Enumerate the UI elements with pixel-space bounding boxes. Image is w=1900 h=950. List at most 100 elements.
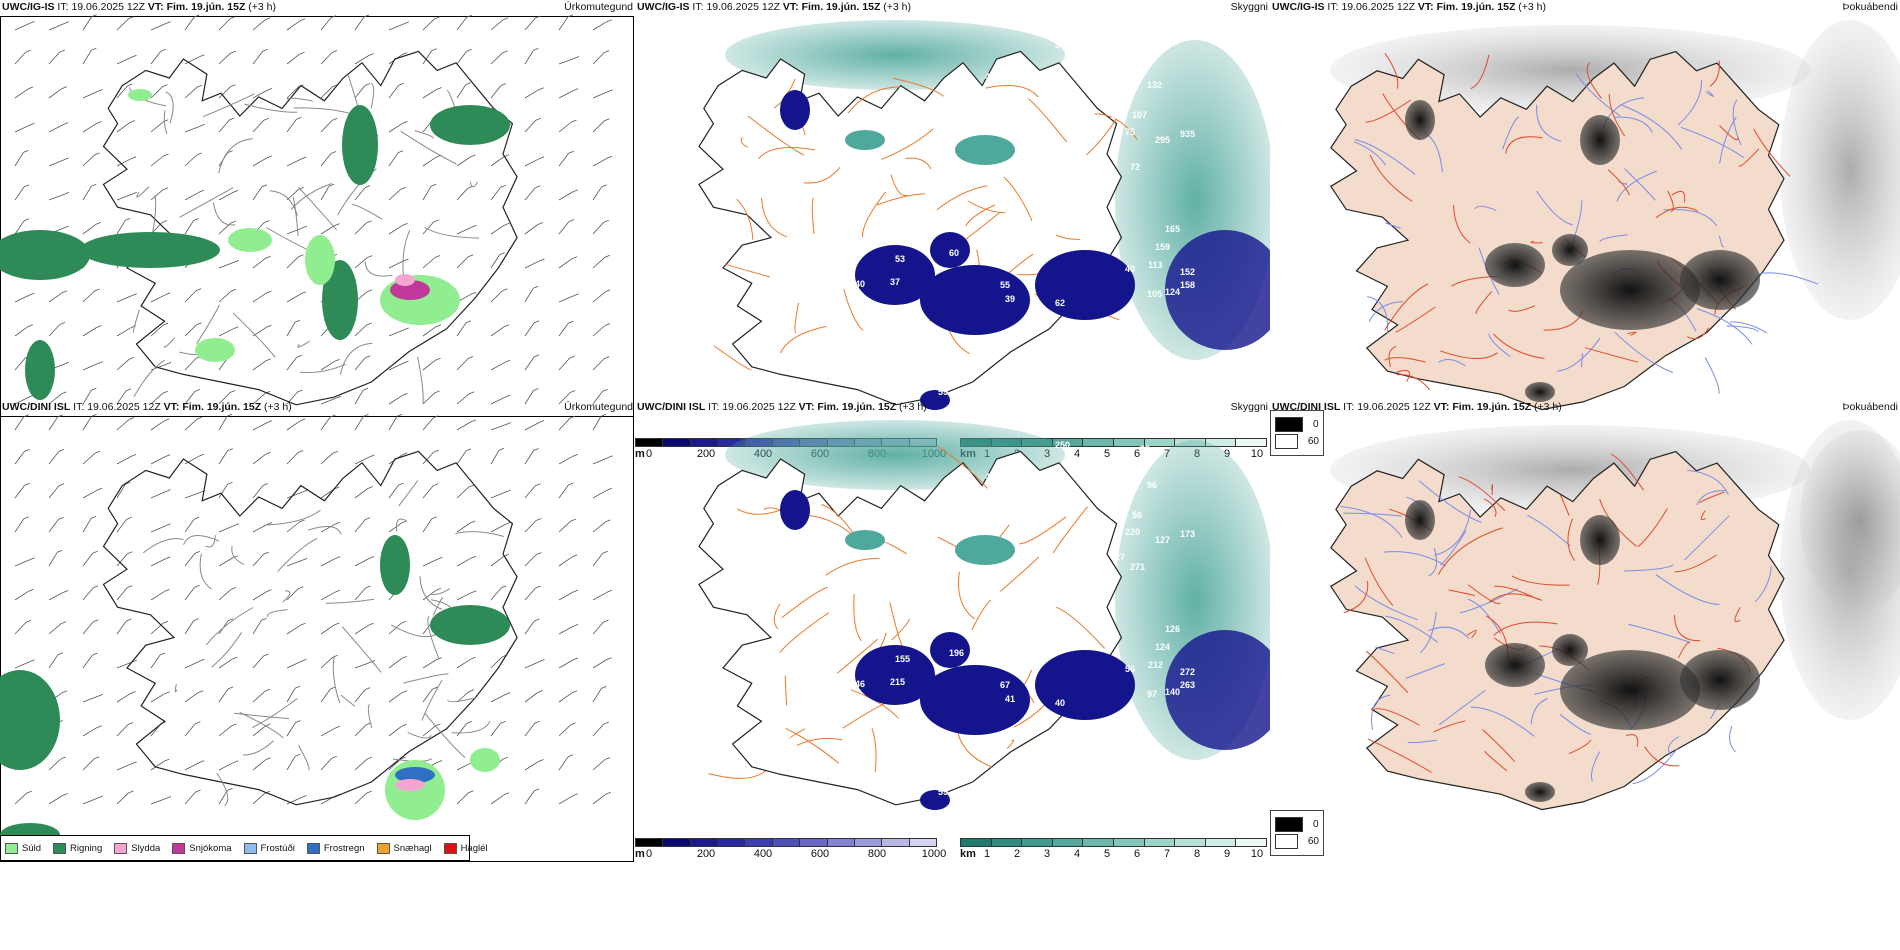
lead-time: (+3 h) bbox=[899, 401, 927, 413]
height-tick: 400 bbox=[753, 848, 773, 860]
visibility-colorbar bbox=[960, 838, 1267, 847]
fog-swatch bbox=[1275, 817, 1303, 832]
visibility-value-label: 75 bbox=[1125, 127, 1135, 137]
visibility-value-label: 91 bbox=[735, 492, 745, 502]
legend-swatch bbox=[443, 842, 457, 854]
visibility-value-label: 124 bbox=[1165, 287, 1180, 297]
legend-label: Frostúði bbox=[260, 842, 295, 854]
vt-label: VT: bbox=[798, 401, 815, 413]
precip-map bbox=[0, 14, 634, 462]
vt-label: VT: bbox=[1433, 401, 1450, 413]
visibility-value-label: 155 bbox=[895, 654, 910, 664]
visibility-value-label: 75 bbox=[1105, 93, 1115, 103]
legend-item-frostregn: Frostregn bbox=[306, 842, 365, 854]
legend-label: Súld bbox=[22, 842, 42, 854]
legend-swatch bbox=[53, 842, 67, 854]
fog-panel: UWC/DINI ISL IT: 19.06.2025 12Z VT: Fim.… bbox=[1270, 400, 1900, 865]
fog-legend-row: 0 bbox=[1275, 417, 1319, 432]
fog-swatch bbox=[1275, 417, 1303, 432]
lead-time: (+3 h) bbox=[1518, 1, 1547, 13]
precip-legend: Súld Rigning Slydda Snjókoma Frostúði Fr… bbox=[0, 835, 488, 861]
legend-item-frostúði: Frostúði bbox=[243, 842, 295, 854]
visibility-value-label: 140 bbox=[1165, 687, 1180, 697]
visibility-value-label: 46 bbox=[915, 382, 925, 392]
visibility-value-label: 346 bbox=[1055, 40, 1070, 50]
it-label: IT: bbox=[708, 401, 720, 413]
visibility-value-label: 41 bbox=[1005, 694, 1015, 704]
fog-legend-row: 60 bbox=[1275, 434, 1319, 449]
vt-value: Fim. 19.jún. 15Z bbox=[1436, 1, 1516, 13]
visibility-value-label: 124 bbox=[1155, 642, 1170, 652]
panel-variable-name: Þokuábendi bbox=[1842, 401, 1898, 413]
visibility-tick: 6 bbox=[1133, 448, 1141, 460]
vt-value: Fim. 19.jún. 15Z bbox=[801, 1, 881, 13]
visibility-value-label: 56 bbox=[1132, 510, 1142, 520]
model-name: UWC/IG-IS bbox=[637, 1, 690, 13]
visibility-value-label: 40 bbox=[1055, 698, 1065, 708]
height-tick: 600 bbox=[810, 848, 830, 860]
legend-swatch bbox=[306, 842, 320, 854]
height-tick: 0 bbox=[645, 848, 653, 860]
visibility-value-label: 173 bbox=[1180, 529, 1195, 539]
fog-swatch bbox=[1275, 834, 1298, 849]
visibility-tick: 4 bbox=[1073, 848, 1081, 860]
visibility-value-label: 158 bbox=[1180, 280, 1195, 290]
vt-label: VT: bbox=[147, 1, 164, 13]
visibility-value-label: 271 bbox=[1130, 562, 1145, 572]
fog-panel: UWC/IG-IS IT: 19.06.2025 12Z VT: Fim. 19… bbox=[1270, 0, 1900, 465]
visibility-map: 346 413 93 132 75 107 10 75 295 935 72 165 159 113 152… bbox=[698, 20, 1270, 410]
visibility-value-label: 96 bbox=[1147, 480, 1157, 490]
visibility-value-label: 250 bbox=[1055, 440, 1070, 450]
it-label: IT: bbox=[1343, 401, 1355, 413]
panel-variable-name: Úrkomutegund bbox=[564, 401, 633, 413]
visibility-tick: 6 bbox=[1133, 848, 1141, 860]
visibility-value-label: 40 bbox=[1125, 264, 1135, 274]
panel-header: UWC/IG-IS IT: 19.06.2025 12Z VT: Fim. 19… bbox=[2, 0, 276, 14]
visibility-tick: 9 bbox=[1223, 848, 1231, 860]
fog-legend-row: 60 bbox=[1275, 834, 1319, 849]
visibility-value-label: 46 bbox=[855, 679, 865, 689]
fog-legend: 0 60 bbox=[1270, 810, 1324, 856]
it-label: IT: bbox=[692, 1, 704, 13]
visibility-value-label: 30 bbox=[855, 242, 865, 252]
legend-swatch bbox=[172, 842, 186, 854]
visibility-value-label: 196 bbox=[949, 648, 964, 658]
visibility-value-label: 413 bbox=[985, 72, 1000, 82]
it-value: 19.06.2025 12Z bbox=[1357, 401, 1431, 413]
panel-header: UWC/IG-IS IT: 19.06.2025 12Z VT: Fim. 19… bbox=[637, 0, 911, 14]
visibility-value-label: 62 bbox=[1055, 298, 1065, 308]
panel-variable-name: Skyggni bbox=[1230, 401, 1268, 413]
visibility-value-label: 295 bbox=[1155, 135, 1170, 145]
visibility-value-label: 59 bbox=[938, 787, 948, 797]
height-tick: 0 bbox=[645, 448, 653, 460]
visibility-tick: 3 bbox=[1043, 848, 1051, 860]
height-unit: m bbox=[635, 448, 645, 460]
visibility-value-label: 97 bbox=[1147, 689, 1157, 699]
height-unit: m bbox=[635, 848, 645, 860]
visibility-value-label: 40 bbox=[855, 279, 865, 289]
visibility-value-label: 66 bbox=[915, 782, 925, 792]
visibility-value-label: 39 bbox=[1005, 294, 1015, 304]
visibility-value-label: 93 bbox=[1140, 44, 1150, 54]
it-label: IT: bbox=[1327, 1, 1339, 13]
visibility-value-label: 27 bbox=[1115, 552, 1125, 562]
visibility-value-label: 113 bbox=[1148, 260, 1163, 270]
visibility-value-label: 272 bbox=[1180, 667, 1195, 677]
lead-time: (+3 h) bbox=[883, 1, 912, 13]
fog-swatch bbox=[1275, 434, 1298, 449]
legend-swatch bbox=[114, 842, 128, 854]
visibility-tick: 1 bbox=[983, 848, 991, 860]
visibility-panel: 250 442 90 96 96 56 559 220 127 173 271 126 124 212 27… bbox=[635, 400, 1270, 865]
visibility-value-label: 152 bbox=[1180, 267, 1195, 277]
height-colorbar bbox=[635, 838, 937, 847]
visibility-value-label: 935 bbox=[1180, 129, 1195, 139]
it-value: 19.06.2025 12Z bbox=[87, 401, 161, 413]
visibility-value-label: 32 bbox=[895, 742, 905, 752]
visibility-value-label: 60 bbox=[949, 248, 959, 258]
fog-legend-label: 60 bbox=[1307, 836, 1319, 847]
visibility-value-label: 59 bbox=[938, 387, 948, 397]
fog-legend-label: 0 bbox=[1313, 419, 1319, 430]
fog-legend-label: 0 bbox=[1313, 819, 1319, 830]
model-name: UWC/IG-IS bbox=[1272, 1, 1325, 13]
fog-map bbox=[1329, 20, 1900, 411]
